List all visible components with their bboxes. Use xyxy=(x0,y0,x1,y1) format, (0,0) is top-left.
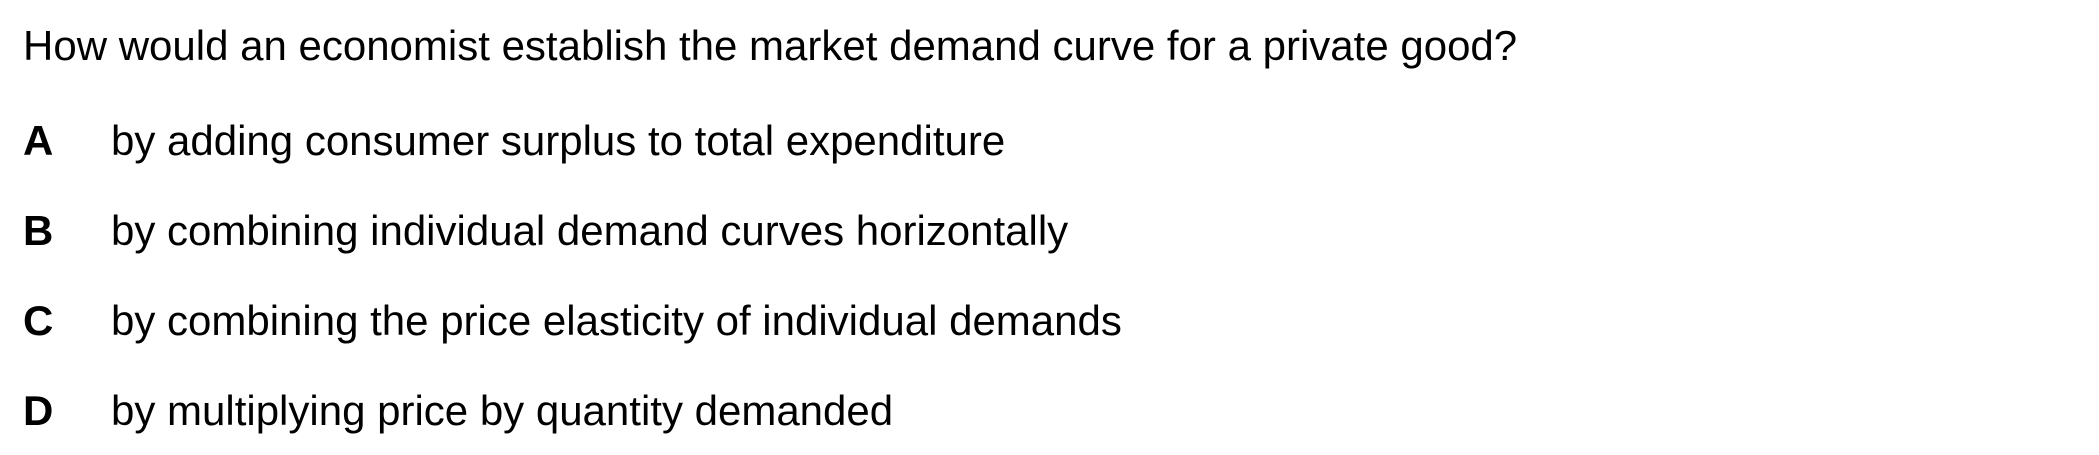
option-text: by combining the price elasticity of ind… xyxy=(111,297,1122,344)
option-letter: B xyxy=(23,207,54,254)
option-letter: D xyxy=(23,387,54,434)
option-letter: A xyxy=(23,117,54,164)
option-letter: C xyxy=(23,297,54,344)
option-text: by multiplying price by quantity demande… xyxy=(111,387,894,434)
option-text: by adding consumer surplus to total expe… xyxy=(111,117,1006,164)
option-text: by combining individual demand curves ho… xyxy=(111,207,1069,254)
question-text: How would an economist establish the mar… xyxy=(23,22,1518,69)
